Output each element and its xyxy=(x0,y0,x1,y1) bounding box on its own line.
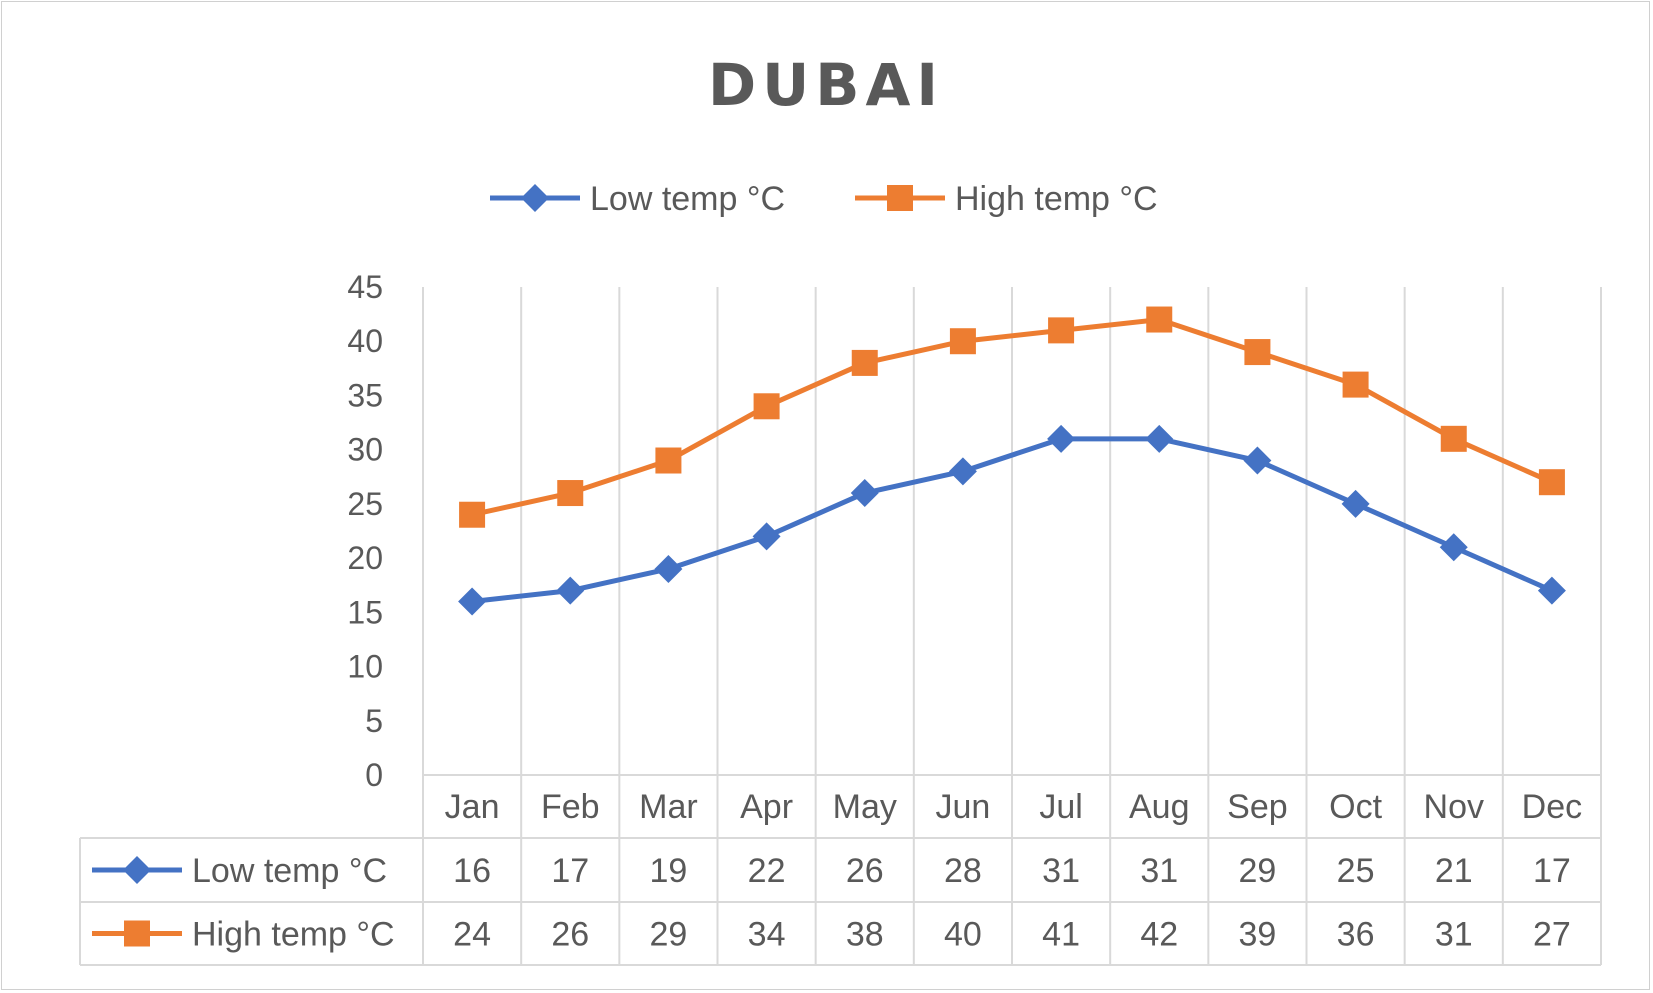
data-point-diamond xyxy=(458,587,487,616)
table-cell: 17 xyxy=(1533,852,1571,890)
table-cell: 39 xyxy=(1239,916,1277,954)
table-cell: 36 xyxy=(1337,916,1375,954)
data-point-diamond xyxy=(1439,533,1468,562)
series-line-1 xyxy=(471,317,1553,518)
x-category-label: Oct xyxy=(1329,788,1382,826)
table-cell: 34 xyxy=(748,916,786,954)
y-tick-label: 40 xyxy=(347,323,383,359)
y-tick-label: 5 xyxy=(365,703,383,739)
y-tick-label: 45 xyxy=(347,269,383,305)
table-cell: 26 xyxy=(551,916,589,954)
data-point-square xyxy=(1440,425,1467,452)
x-category-label: Dec xyxy=(1522,788,1582,826)
data-point-square xyxy=(1048,317,1075,344)
table-cell: 21 xyxy=(1435,852,1473,890)
data-point-diamond xyxy=(1341,489,1370,518)
y-tick-label: 10 xyxy=(347,649,383,685)
series-line-0 xyxy=(471,436,1553,604)
y-tick-label: 15 xyxy=(347,594,383,630)
data-point-square xyxy=(851,349,878,376)
table-cell: 25 xyxy=(1337,852,1375,890)
data-point-square xyxy=(459,501,486,528)
y-axis-ticks: 0 5 10 15 20 25 30 35 40 45 xyxy=(347,269,383,793)
x-category-label: Jun xyxy=(936,788,991,826)
table-cell: 16 xyxy=(453,852,491,890)
table-row-label: Low temp °C xyxy=(192,852,387,890)
legend: Low temp °C High temp °C xyxy=(490,180,1158,218)
x-category-label: Jan xyxy=(445,788,500,826)
gridlines xyxy=(79,287,1602,966)
x-category-label: Mar xyxy=(639,788,698,826)
data-point-square xyxy=(1244,339,1271,366)
data-point-diamond xyxy=(1145,424,1174,453)
data-point-square xyxy=(753,393,780,420)
x-category-label: Apr xyxy=(740,788,793,826)
data-point-square xyxy=(124,920,150,947)
data-point-square xyxy=(557,480,584,507)
table-cell: 26 xyxy=(846,852,884,890)
data-point-diamond xyxy=(654,554,683,583)
x-category-label: May xyxy=(833,788,897,826)
table-cell: 38 xyxy=(846,916,884,954)
x-category-label: Sep xyxy=(1227,788,1288,826)
data-point-diamond xyxy=(850,479,879,508)
data-point-diamond xyxy=(123,856,151,884)
table-row-label: High temp °C xyxy=(192,916,395,954)
data-point-diamond xyxy=(521,184,549,212)
table-cell: 42 xyxy=(1140,916,1178,954)
y-tick-label: 20 xyxy=(347,540,383,576)
y-tick-label: 35 xyxy=(347,377,383,413)
data-point-square xyxy=(1342,371,1369,398)
table-cell: 31 xyxy=(1140,852,1178,890)
legend-label: High temp °C xyxy=(955,180,1158,218)
table-cell: 29 xyxy=(650,916,688,954)
x-category-label: Aug xyxy=(1129,788,1190,826)
data-point-square xyxy=(1146,306,1173,333)
data-point-square xyxy=(1538,469,1565,496)
x-category-label: Nov xyxy=(1424,788,1484,826)
x-category-label: Jul xyxy=(1039,788,1082,826)
table-cell: 40 xyxy=(944,916,982,954)
y-tick-label: 0 xyxy=(365,757,383,793)
table-cell: 28 xyxy=(944,852,982,890)
data-point-diamond xyxy=(948,457,977,486)
legend-label: Low temp °C xyxy=(590,180,785,218)
y-tick-label: 30 xyxy=(347,432,383,468)
data-point-diamond xyxy=(1537,576,1566,605)
table-cell: 31 xyxy=(1435,916,1473,954)
data-table: Jan Feb Mar Apr May Jun Jul Aug Sep Oct Nov Dec Low … xyxy=(92,788,1582,954)
table-cell: 41 xyxy=(1042,916,1080,954)
chart-title: DUBAI xyxy=(708,51,944,119)
table-cell: 24 xyxy=(453,916,491,954)
table-cell: 17 xyxy=(551,852,589,890)
y-tick-label: 25 xyxy=(347,486,383,522)
table-cell: 22 xyxy=(748,852,786,890)
data-point-diamond xyxy=(1243,446,1272,475)
table-cell: 27 xyxy=(1533,916,1571,954)
data-point-diamond xyxy=(1047,424,1076,453)
x-category-label: Feb xyxy=(541,788,600,826)
data-point-diamond xyxy=(752,522,781,551)
data-point-square xyxy=(887,185,913,211)
table-cell: 31 xyxy=(1042,852,1080,890)
data-point-square xyxy=(949,328,976,355)
table-cell: 19 xyxy=(650,852,688,890)
series-layer xyxy=(458,306,1566,616)
table-cell: 29 xyxy=(1239,852,1277,890)
data-point-diamond xyxy=(556,576,585,605)
data-point-square xyxy=(655,447,682,474)
